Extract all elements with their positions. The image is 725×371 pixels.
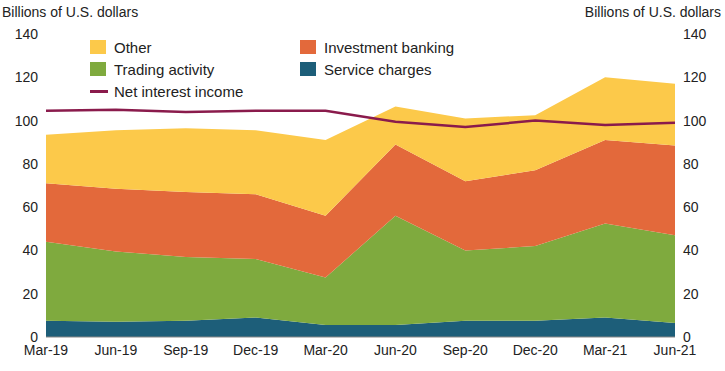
svg-text:0: 0 xyxy=(683,329,691,345)
svg-text:60: 60 xyxy=(22,199,38,215)
svg-text:Sep-20: Sep-20 xyxy=(443,342,488,358)
svg-text:Jun-19: Jun-19 xyxy=(94,342,137,358)
svg-text:80: 80 xyxy=(22,156,38,172)
html-text:Service charges: Service charges xyxy=(324,60,432,78)
svg-text:Dec-19: Dec-19 xyxy=(233,342,278,358)
svg-text:Mar-20: Mar-20 xyxy=(303,342,348,358)
svg-text:Jun-21: Jun-21 xyxy=(653,341,697,358)
svg-text:100: 100 xyxy=(15,113,39,129)
svg-text:40: 40 xyxy=(683,242,699,258)
svg-text:140: 140 xyxy=(683,26,707,42)
html-text:Billions of U.S. dollars: Billions of U.S. dollars xyxy=(2,4,139,20)
html-text:Other: Other xyxy=(114,38,152,56)
svg-text:0: 0 xyxy=(30,329,38,345)
svg-text:100: 100 xyxy=(683,113,707,129)
svg-text:20: 20 xyxy=(683,286,699,302)
svg-text:120: 120 xyxy=(683,69,707,85)
svg-text:120: 120 xyxy=(15,69,39,85)
html-text:Billions of U.S. dollars: Billions of U.S. dollars xyxy=(584,4,721,20)
svg-text:Mar-21: Mar-21 xyxy=(583,342,628,358)
svg-text:60: 60 xyxy=(683,199,699,215)
html-text:Trading activity: Trading activity xyxy=(114,60,215,78)
svg-text:Dec-20: Dec-20 xyxy=(513,342,558,358)
html-text:Investment banking: Investment banking xyxy=(324,38,455,56)
svg-text:Jun-20: Jun-20 xyxy=(374,342,417,358)
html-text:Net interest income: Net interest income xyxy=(114,82,244,100)
svg-text:40: 40 xyxy=(22,242,38,258)
svg-text:Mar-19: Mar-19 xyxy=(23,341,69,358)
svg-text:Sep-19: Sep-19 xyxy=(163,342,208,358)
svg-text:80: 80 xyxy=(683,156,699,172)
svg-text:20: 20 xyxy=(22,286,38,302)
svg-text:140: 140 xyxy=(15,26,39,42)
